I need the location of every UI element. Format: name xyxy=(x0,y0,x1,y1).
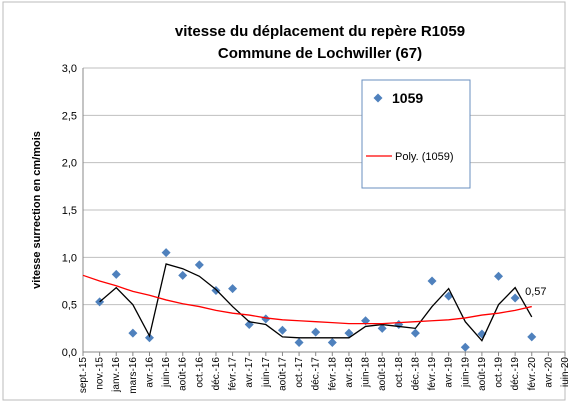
x-tick-label: oct.-18 xyxy=(394,357,405,388)
x-tick-label: oct.-16 xyxy=(194,357,205,388)
x-tick-label: août-17 xyxy=(277,357,288,391)
legend-label: Poly. (1059) xyxy=(395,151,454,163)
data-point xyxy=(527,332,537,342)
x-tick-label: juin-17 xyxy=(261,357,272,388)
data-point xyxy=(294,338,304,348)
x-tick-label: déc.-16 xyxy=(211,357,222,391)
chart-title: vitesse du déplacement du repère R1059 xyxy=(175,23,465,40)
x-tick-label: juin-16 xyxy=(161,357,172,388)
series-line xyxy=(82,274,532,325)
x-tick-label: juin-20 xyxy=(560,357,568,388)
x-tick-label: avr.-16 xyxy=(144,357,155,388)
x-tick-label: févr.-17 xyxy=(228,357,239,391)
x-tick-label: févr.-18 xyxy=(327,357,338,391)
data-point xyxy=(228,284,238,294)
data-point xyxy=(261,314,271,324)
x-tick-label: oct.-17 xyxy=(294,357,305,388)
data-point xyxy=(510,293,520,303)
x-tick-label: févr.-20 xyxy=(527,357,538,391)
data-label: 0,57 xyxy=(525,286,546,298)
data-point xyxy=(144,333,154,343)
y-tick-label: 0,5 xyxy=(62,300,77,312)
legend-label: 1059 xyxy=(392,90,423,106)
chart-title: Commune de Lochwiller (67) xyxy=(218,45,422,62)
x-tick-label: avr.-17 xyxy=(244,357,255,388)
x-tick-label: févr.-19 xyxy=(427,357,438,391)
x-tick-label: août-19 xyxy=(477,357,488,391)
data-point xyxy=(494,271,504,281)
y-tick-label: 1,5 xyxy=(62,205,77,217)
series-line xyxy=(99,263,533,342)
data-point xyxy=(194,260,204,270)
legend-marker xyxy=(373,93,383,103)
data-point xyxy=(277,325,287,335)
x-tick-label: sept.-15 xyxy=(78,357,89,394)
x-tick-label: déc.-17 xyxy=(311,357,322,391)
data-point xyxy=(311,327,321,337)
data-point xyxy=(460,342,470,352)
data-point xyxy=(128,328,138,338)
x-tick-label: janv.-16 xyxy=(111,357,122,393)
data-point xyxy=(344,328,354,338)
x-tick-label: avr.-20 xyxy=(543,357,554,388)
x-tick-label: mars-16 xyxy=(128,357,139,394)
data-point xyxy=(410,328,420,338)
x-tick-label: nov.-15 xyxy=(95,357,106,390)
data-point xyxy=(178,270,188,280)
data-point xyxy=(427,276,437,286)
data-point xyxy=(377,323,387,333)
data-point xyxy=(111,269,121,279)
x-tick-label: oct.-19 xyxy=(494,357,505,388)
x-tick-label: déc.-19 xyxy=(510,357,521,391)
x-tick-label: août-16 xyxy=(178,357,189,391)
x-tick-label: juin-19 xyxy=(460,357,471,388)
x-tick-label: juin-18 xyxy=(361,357,372,388)
y-tick-label: 2,0 xyxy=(62,158,77,170)
y-axis-label: vitesse surrection en cm/mois xyxy=(31,131,43,289)
x-tick-label: déc.-18 xyxy=(410,357,421,391)
data-point xyxy=(161,248,171,258)
x-tick-label: avr.-19 xyxy=(444,357,455,388)
y-tick-label: 2,5 xyxy=(62,110,77,122)
y-tick-label: 3,0 xyxy=(62,63,77,75)
x-tick-label: avr.-18 xyxy=(344,357,355,388)
data-point xyxy=(327,338,337,348)
data-point xyxy=(394,320,404,330)
x-tick-label: août-18 xyxy=(377,357,388,391)
y-tick-label: 0,0 xyxy=(62,347,77,359)
y-tick-label: 1,0 xyxy=(62,252,77,264)
